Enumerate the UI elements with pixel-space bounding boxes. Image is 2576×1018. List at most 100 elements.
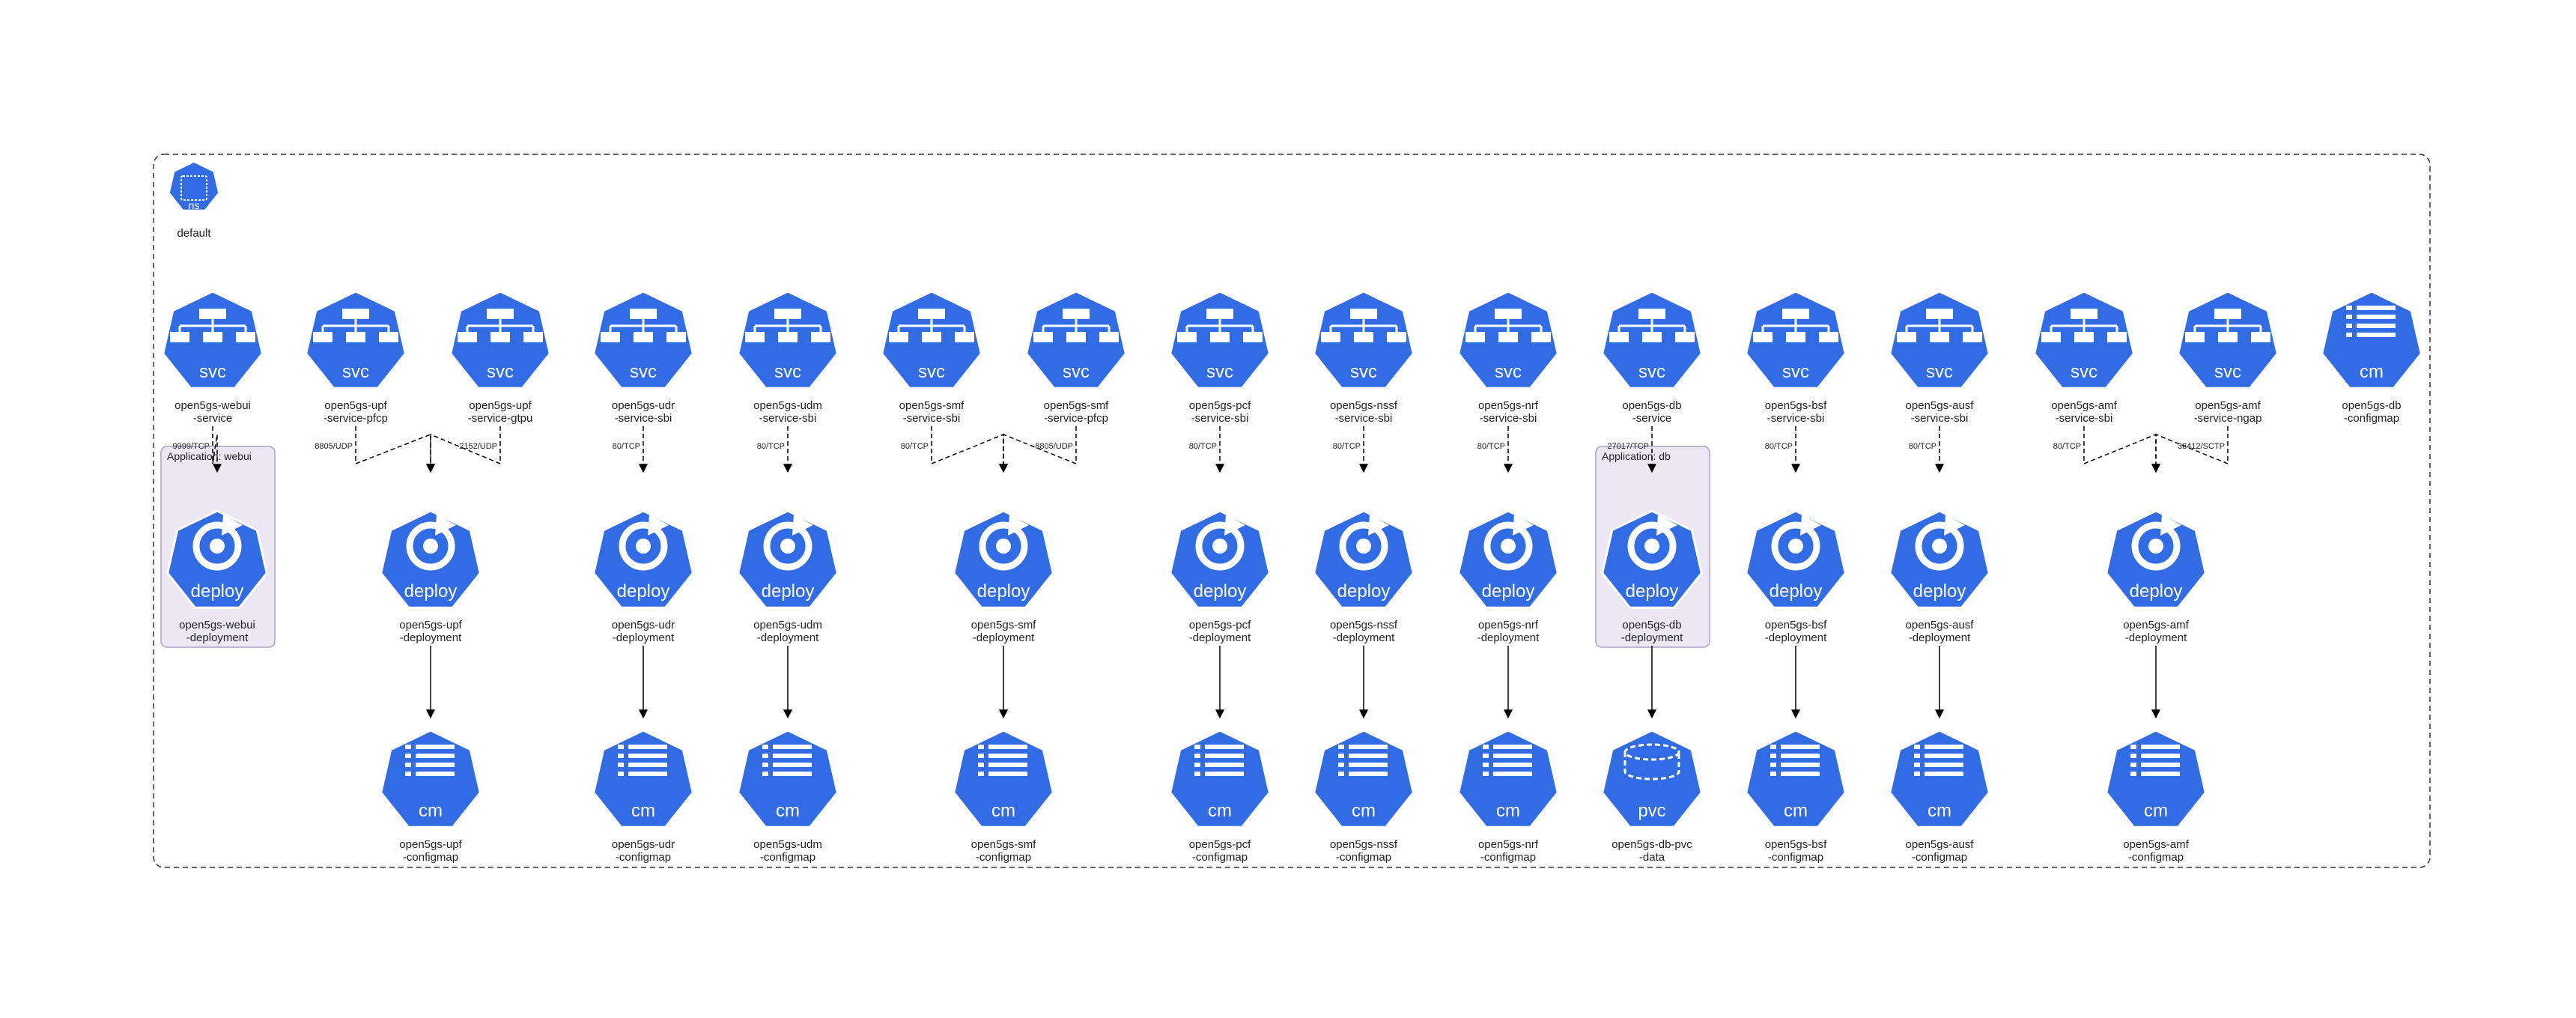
node-name-label-suffix: -deployment — [186, 631, 249, 644]
node-cm-nrf[interactable]: cm open5gs-nrf-configmap — [1457, 729, 1559, 864]
namespace-node[interactable]: ns default — [168, 160, 220, 240]
namespace-kind-label: ns — [189, 199, 200, 211]
configmap-list-icon — [2346, 306, 2396, 337]
node-svc-udr[interactable]: svc open5gs-udr-service-sbi — [592, 290, 694, 425]
service-hierarchy-icon — [458, 309, 543, 342]
node-name-label: open5gs-pcf — [1189, 619, 1251, 631]
node-dep-bsf[interactable]: deploy open5gs-bsf-deployment — [1745, 509, 1847, 644]
node-name-label-suffix: -deployment — [973, 631, 1035, 644]
svc-kind-label: svc — [774, 362, 801, 382]
edge-svc-nrf-to-dep-nrf: 80/TCP — [1477, 426, 1513, 473]
deploy-node-shape — [380, 509, 482, 609]
edge-line — [355, 426, 435, 473]
namespace-boundary — [153, 154, 2431, 868]
node-cm-ausf[interactable]: cm open5gs-ausf-configmap — [1889, 729, 1990, 864]
node-name-label-suffix: -service-sbi — [759, 412, 817, 425]
node-name-label: open5gs-udm — [753, 838, 822, 851]
node-svc-udm[interactable]: svc open5gs-udm-service-sbi — [737, 290, 839, 425]
node-name-label: open5gs-udr — [612, 838, 675, 851]
edge-svc-pcf-to-dep-pcf: 80/TCP — [1189, 426, 1224, 473]
deploy-node-shape — [2105, 509, 2207, 609]
node-name-label: open5gs-db — [1622, 619, 1681, 631]
node-name-label-suffix: -deployment — [757, 631, 819, 644]
node-svc-nssf[interactable]: svc open5gs-nssf-service-sbi — [1313, 290, 1415, 425]
cm-kind-label: cm — [419, 801, 443, 821]
configmap-list-icon — [1770, 745, 1820, 776]
node-dep-ausf[interactable]: deploy open5gs-ausf-deployment — [1889, 509, 1990, 644]
node-pvc-db[interactable]: pvc open5gs-db-pvc-data — [1601, 729, 1703, 864]
node-dep-db[interactable]: deploy open5gs-db-deployment — [1601, 509, 1703, 644]
cm-kind-label: cm — [2360, 362, 2384, 382]
deployment-cycle-icon — [619, 515, 669, 571]
node-dep-smf[interactable]: deploy open5gs-smf-deployment — [953, 509, 1054, 644]
node-svc-upf-pfcp[interactable]: svc open5gs-upf-service-pfcp — [305, 290, 407, 425]
node-name-label: open5gs-smf — [971, 619, 1037, 631]
node-dep-udm[interactable]: deploy open5gs-udm-deployment — [737, 509, 839, 644]
configmap-list-icon — [1338, 745, 1388, 776]
node-svc-amf-sbi[interactable]: svc open5gs-amf-service-sbi — [2033, 290, 2135, 425]
node-name-label-suffix: -service-gtpu — [468, 412, 533, 425]
node-name-label-suffix: -configmap — [2128, 851, 2184, 864]
svc-kind-label: svc — [342, 362, 369, 382]
node-cm-pcf[interactable]: cm open5gs-pcf-configmap — [1169, 729, 1271, 864]
port-label: 8805/UDP — [1035, 442, 1073, 451]
node-cm-udr[interactable]: cm open5gs-udr-configmap — [592, 729, 694, 864]
node-cm-upf[interactable]: cm open5gs-upf-configmap — [380, 729, 482, 864]
node-svc-smf-sbi[interactable]: svc open5gs-smf-service-sbi — [881, 290, 982, 425]
deploy-node-shape — [166, 509, 268, 609]
node-name-label: open5gs-nssf — [1330, 619, 1398, 631]
svc-kind-label: svc — [1206, 362, 1233, 382]
edge-svc-udm-to-dep-udm: 80/TCP — [757, 426, 792, 473]
node-name-label-suffix: -configmap — [2344, 412, 2399, 425]
node-svc-db[interactable]: svc open5gs-db-service — [1601, 290, 1703, 425]
node-name-label-suffix: -deployment — [1621, 631, 1683, 644]
node-svc-nrf[interactable]: svc open5gs-nrf-service-sbi — [1457, 290, 1559, 425]
node-svc-bsf[interactable]: svc open5gs-bsf-service-sbi — [1745, 290, 1847, 425]
node-dep-udr[interactable]: deploy open5gs-udr-deployment — [592, 509, 694, 644]
node-svc-smf-pfcp[interactable]: svc open5gs-smf-service-pfcp — [1025, 290, 1127, 425]
configmap-list-icon — [405, 745, 455, 776]
port-label: 9999/TCP — [172, 442, 210, 451]
node-cm-amf[interactable]: cm open5gs-amf-configmap — [2105, 729, 2207, 864]
port-label: 80/TCP — [613, 442, 640, 451]
node-cm-smf[interactable]: cm open5gs-smf-configmap — [953, 729, 1054, 864]
edge-svc-db-to-dep-db: 27017/TCP — [1607, 426, 1656, 473]
pvc-kind-label: pvc — [1638, 801, 1665, 821]
cm-kind-label: cm — [1784, 801, 1808, 821]
node-name-label-suffix: -service — [193, 412, 233, 425]
edge-line — [999, 426, 1077, 473]
node-dep-upf[interactable]: deploy open5gs-upf-deployment — [380, 509, 482, 644]
service-hierarchy-icon — [313, 309, 398, 342]
node-dep-pcf[interactable]: deploy open5gs-pcf-deployment — [1169, 509, 1271, 644]
node-svc-upf-gtpu[interactable]: svc open5gs-upf-service-gtpu — [449, 290, 551, 425]
node-cm-db[interactable]: cm open5gs-db-configmap — [2321, 290, 2422, 425]
deployment-cycle-icon — [979, 515, 1029, 571]
node-name-label: open5gs-nrf — [1478, 399, 1539, 412]
node-dep-nssf[interactable]: deploy open5gs-nssf-deployment — [1313, 509, 1415, 644]
edge-line — [426, 426, 501, 473]
node-dep-amf[interactable]: deploy open5gs-amf-deployment — [2105, 509, 2207, 644]
edge-svc-nssf-to-dep-nssf: 80/TCP — [1333, 426, 1368, 473]
node-cm-udm[interactable]: cm open5gs-udm-configmap — [737, 729, 839, 864]
node-name-label-suffix: -data — [1639, 851, 1665, 864]
node-name-label: open5gs-db — [1622, 399, 1681, 412]
node-name-label-suffix: -service-pfcp — [1044, 412, 1108, 425]
node-name-label-suffix: -service-sbi — [1767, 412, 1825, 425]
node-dep-nrf[interactable]: deploy open5gs-nrf-deployment — [1457, 509, 1559, 644]
edge-svc-upf-gtpu-to-dep-upf: 2152/UDP — [426, 426, 501, 473]
node-name-label: open5gs-nrf — [1478, 619, 1539, 631]
node-name-label-suffix: -service-sbi — [615, 412, 672, 425]
node-cm-nssf[interactable]: cm open5gs-nssf-configmap — [1313, 729, 1415, 864]
configmap-list-icon — [2130, 745, 2180, 776]
node-cm-bsf[interactable]: cm open5gs-bsf-configmap — [1745, 729, 1847, 864]
node-svc-amf-ngap[interactable]: svc open5gs-amf-service-ngap — [2177, 290, 2279, 425]
node-name-label-suffix: -configmap — [1912, 851, 1967, 864]
deploy-kind-label: deploy — [977, 581, 1030, 602]
node-svc-pcf[interactable]: svc open5gs-pcf-service-sbi — [1169, 290, 1271, 425]
deploy-node-shape — [1169, 509, 1271, 609]
deployment-cycle-icon — [1195, 515, 1245, 571]
node-svc-ausf[interactable]: svc open5gs-ausf-service-sbi — [1889, 290, 1990, 425]
node-name-label: open5gs-upf — [469, 399, 532, 412]
node-svc-webui[interactable]: svc open5gs-webui-service — [162, 290, 264, 425]
node-dep-webui[interactable]: deploy open5gs-webui-deployment — [166, 509, 268, 644]
